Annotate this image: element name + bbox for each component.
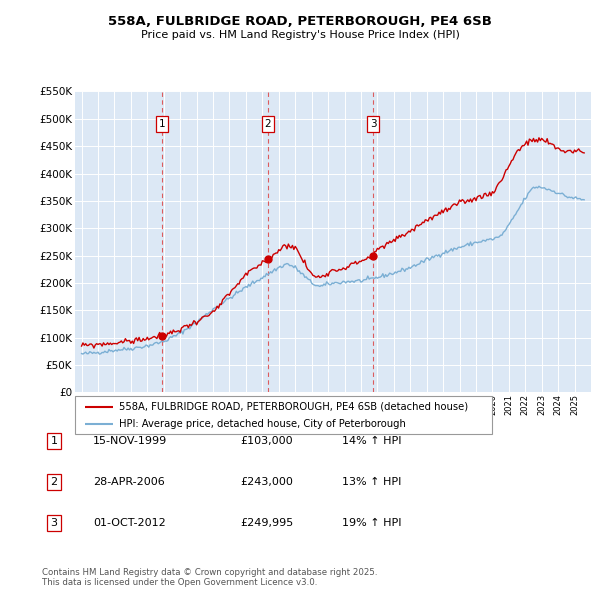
- Text: 1: 1: [158, 119, 165, 129]
- Text: 14% ↑ HPI: 14% ↑ HPI: [342, 436, 401, 445]
- Text: 3: 3: [50, 519, 58, 528]
- Text: HPI: Average price, detached house, City of Peterborough: HPI: Average price, detached house, City…: [119, 419, 406, 430]
- Text: 28-APR-2006: 28-APR-2006: [93, 477, 165, 487]
- FancyBboxPatch shape: [75, 396, 492, 434]
- Text: £103,000: £103,000: [240, 436, 293, 445]
- Text: Price paid vs. HM Land Registry's House Price Index (HPI): Price paid vs. HM Land Registry's House …: [140, 30, 460, 40]
- Text: 15-NOV-1999: 15-NOV-1999: [93, 436, 167, 445]
- Text: 558A, FULBRIDGE ROAD, PETERBOROUGH, PE4 6SB: 558A, FULBRIDGE ROAD, PETERBOROUGH, PE4 …: [108, 15, 492, 28]
- Text: 13% ↑ HPI: 13% ↑ HPI: [342, 477, 401, 487]
- Text: 3: 3: [370, 119, 377, 129]
- Text: 2: 2: [265, 119, 271, 129]
- Text: 01-OCT-2012: 01-OCT-2012: [93, 519, 166, 528]
- Text: £243,000: £243,000: [240, 477, 293, 487]
- Text: 2: 2: [50, 477, 58, 487]
- Text: 1: 1: [50, 436, 58, 445]
- Text: 19% ↑ HPI: 19% ↑ HPI: [342, 519, 401, 528]
- Text: Contains HM Land Registry data © Crown copyright and database right 2025.
This d: Contains HM Land Registry data © Crown c…: [42, 568, 377, 587]
- Text: 558A, FULBRIDGE ROAD, PETERBOROUGH, PE4 6SB (detached house): 558A, FULBRIDGE ROAD, PETERBOROUGH, PE4 …: [119, 402, 468, 412]
- Text: £249,995: £249,995: [240, 519, 293, 528]
